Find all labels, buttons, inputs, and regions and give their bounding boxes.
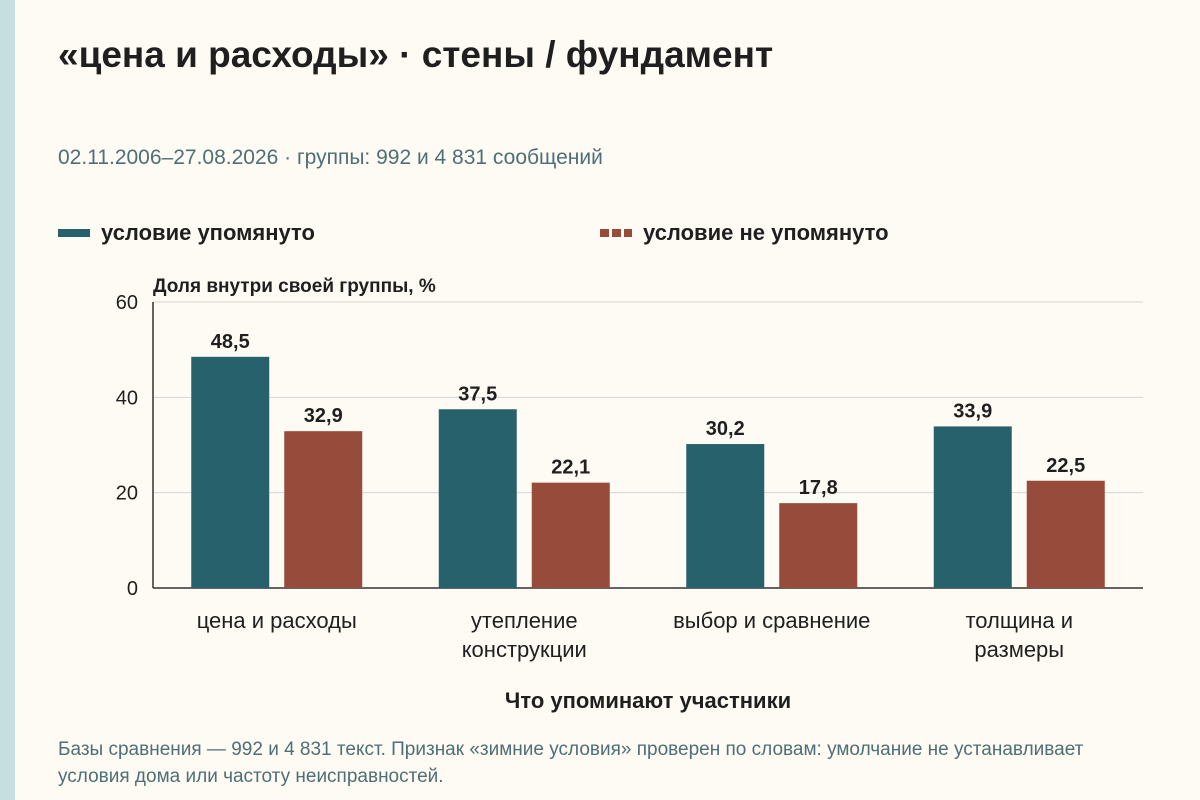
x-category-label: размеры xyxy=(974,637,1064,662)
footnote: Базы сравнения — 992 и 4 831 текст. Приз… xyxy=(58,739,1084,787)
y-tick-label: 20 xyxy=(116,483,138,505)
legend-item-mentioned: условие упомянуто xyxy=(58,219,315,247)
legend-label-not-mentioned: условие не упомянуто xyxy=(643,220,889,245)
legend-swatch-not-mentioned xyxy=(600,229,632,237)
y-tick-label: 0 xyxy=(127,578,138,600)
x-category-label: толщина и xyxy=(965,608,1073,633)
x-axis-label: Что упоминают участники xyxy=(505,688,791,713)
side-stripe xyxy=(0,0,15,800)
data-label: 33,9 xyxy=(953,400,992,422)
data-label: 48,5 xyxy=(211,331,250,353)
bar-not-mentioned xyxy=(1026,480,1105,588)
data-label: 17,8 xyxy=(799,477,838,499)
data-label: 37,5 xyxy=(458,383,497,405)
legend-label-mentioned: условие упомянуто xyxy=(101,220,315,245)
bar-mentioned xyxy=(686,444,765,588)
x-category-label: выбор и сравнение xyxy=(673,608,870,633)
chart-title: «цена и расходы» · стены / фундамент xyxy=(58,34,774,75)
y-tick-label: 40 xyxy=(116,387,138,409)
bar-mentioned xyxy=(191,356,270,588)
bar-chart: 0 20 40 60 Доля внутри своей группы, % 48,5 32… xyxy=(116,276,1143,713)
data-label: 32,9 xyxy=(304,405,343,427)
x-category-label: утепление xyxy=(471,608,578,633)
bar-not-mentioned xyxy=(531,482,610,588)
y-tick-label: 60 xyxy=(116,292,138,314)
data-label: 22,5 xyxy=(1046,455,1085,477)
chart-subtitle: 02.11.2006–27.08.2026 · группы: 992 и 4 … xyxy=(58,146,603,169)
legend-swatch-mentioned xyxy=(58,229,90,237)
y-axis-label: Доля внутри своей группы, % xyxy=(153,276,436,297)
bar-mentioned xyxy=(933,426,1012,588)
x-category-label: конструкции xyxy=(462,637,587,662)
bar-mentioned xyxy=(438,409,517,588)
bar-not-mentioned xyxy=(284,431,363,588)
x-category-label: цена и расходы xyxy=(197,608,357,633)
data-label: 22,1 xyxy=(551,457,590,479)
bar-not-mentioned xyxy=(779,503,858,588)
legend-item-not-mentioned: условие не упомянуто xyxy=(600,219,889,247)
data-label: 30,2 xyxy=(706,418,745,440)
